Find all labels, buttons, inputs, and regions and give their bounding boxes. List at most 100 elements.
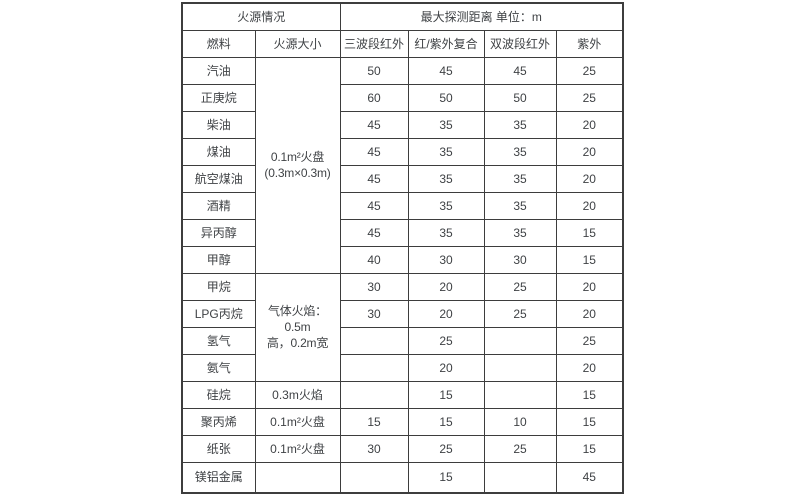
table-cell (339, 380, 409, 409)
table-cell: 航空煤油 (181, 164, 256, 193)
table-cell: 40 (339, 245, 409, 274)
table-cell: 35 (407, 164, 485, 193)
header-cell: 火源情况 (181, 2, 341, 31)
table-cell: 氨气 (181, 353, 256, 382)
table-cell: 20 (555, 110, 624, 139)
table-cell: 15 (339, 407, 409, 436)
table-cell: 45 (339, 137, 409, 166)
table-cell: 30 (339, 434, 409, 463)
detection-distance-table: 火源情况 最大探测距离 单位：m 燃料 火源大小 三波段红外 红/紫外复合 双波段红外 紫外汽… (181, 2, 624, 494)
table-cell: 15 (407, 461, 485, 494)
table-cell: 45 (339, 110, 409, 139)
table-cell: 25 (555, 56, 624, 85)
header-cell: 燃料 (181, 29, 256, 58)
table-row: 正庚烷 60 50 50 25 (181, 83, 624, 112)
table-cell: 50 (407, 83, 485, 112)
table-cell: 15 (555, 407, 624, 436)
header-cell: 最大探测距离 单位：m (339, 2, 624, 31)
table-cell: 35 (483, 191, 557, 220)
table-body: 火源情况 最大探测距离 单位：m 燃料 火源大小 三波段红外 红/紫外复合 双波段红外 紫外汽… (181, 2, 624, 494)
table-cell (339, 461, 409, 494)
table-cell: 35 (483, 110, 557, 139)
table-cell (483, 326, 557, 355)
table-cell: 正庚烷 (181, 83, 256, 112)
table-cell (254, 461, 341, 494)
table-cell: 15 (555, 380, 624, 409)
table-cell: 柴油 (181, 110, 256, 139)
table-cell: 20 (407, 353, 485, 382)
header-cell: 三波段红外 (339, 29, 409, 58)
table-cell: 0.1m²火盘 (0.3m×0.3m) (254, 56, 341, 274)
table-cell: 20 (555, 191, 624, 220)
table-cell: 35 (407, 137, 485, 166)
table-cell: 35 (483, 218, 557, 247)
table-cell (483, 461, 557, 494)
table-cell: 汽油 (181, 56, 256, 85)
table-cell: 20 (555, 137, 624, 166)
table-cell: 35 (407, 110, 485, 139)
table-cell: 15 (407, 407, 485, 436)
table-cell: 25 (483, 299, 557, 328)
table-cell: 20 (555, 299, 624, 328)
table-cell: 35 (407, 218, 485, 247)
table-cell: 60 (339, 83, 409, 112)
table-cell: 甲醇 (181, 245, 256, 274)
table-cell: 25 (555, 83, 624, 112)
header-row: 火源情况 最大探测距离 单位：m (181, 2, 624, 31)
table-row: 柴油 45 35 35 20 (181, 110, 624, 139)
table-cell: 30 (339, 272, 409, 301)
page-number: 45 (555, 461, 624, 494)
table-cell: 0.1m²火盘 (254, 434, 341, 463)
table-cell: 20 (555, 353, 624, 382)
table-cell: 煤油 (181, 137, 256, 166)
table-cell: 50 (339, 56, 409, 85)
table-row: 汽油 0.1m²火盘 (0.3m×0.3m) 50 45 45 25 (181, 56, 624, 274)
table-cell: 15 (555, 434, 624, 463)
table-cell: 50 (483, 83, 557, 112)
table-cell: 异丙醇 (181, 218, 256, 247)
table-cell: 25 (407, 326, 485, 355)
table-cell: 45 (339, 218, 409, 247)
table-row: 氢气 25 25 (181, 326, 624, 355)
table-cell: 纸张 (181, 434, 256, 463)
table-row: 甲醇 40 30 30 15 (181, 245, 624, 274)
table-cell: 酒精 (181, 191, 256, 220)
table-cell: 45 (407, 56, 485, 85)
table-cell: 25 (483, 272, 557, 301)
table-cell: 25 (555, 326, 624, 355)
table-cell: 45 (483, 56, 557, 85)
table-cell: 20 (555, 272, 624, 301)
table-cell: 聚丙烯 (181, 407, 256, 436)
table-row: 甲烷 气体火焰：0.5m 高，0.2m宽 30 20 25 20 (181, 272, 624, 382)
table-cell: 15 (555, 218, 624, 247)
table-row: 镁铝金属 15 45 (181, 461, 624, 494)
table-cell: 30 (339, 299, 409, 328)
header-cell: 紫外 (555, 29, 624, 58)
table-cell: 20 (407, 299, 485, 328)
header-cell: 火源大小 (254, 29, 341, 58)
table-cell: 20 (407, 272, 485, 301)
header-cell: 双波段红外 (483, 29, 557, 58)
table-row: 航空煤油 45 35 35 20 (181, 164, 624, 193)
table-cell (483, 353, 557, 382)
table-cell: 氢气 (181, 326, 256, 355)
table-cell: 镁铝金属 (181, 461, 256, 494)
table-cell: 25 (483, 434, 557, 463)
table-cell: 0.1m²火盘 (254, 407, 341, 436)
table-row: 异丙醇 45 35 35 15 (181, 218, 624, 247)
header-cell: 红/紫外复合 (407, 29, 485, 58)
table-row: 氨气 20 20 (181, 353, 624, 382)
table-cell: 气体火焰：0.5m 高，0.2m宽 (254, 272, 341, 382)
table-cell: 10 (483, 407, 557, 436)
table-row: 酒精 45 35 35 20 (181, 191, 624, 220)
table-row: 硅烷 0.3m火焰 15 15 (181, 380, 624, 409)
table-cell: 0.3m火焰 (254, 380, 341, 409)
table-cell: 硅烷 (181, 380, 256, 409)
table-cell: 35 (483, 164, 557, 193)
table-row: 煤油 45 35 35 20 (181, 137, 624, 166)
table-cell: 20 (555, 164, 624, 193)
table-cell (339, 326, 409, 355)
table-cell: LPG丙烷 (181, 299, 256, 328)
header-row: 燃料 火源大小 三波段红外 红/紫外复合 双波段红外 紫外 (181, 29, 624, 58)
